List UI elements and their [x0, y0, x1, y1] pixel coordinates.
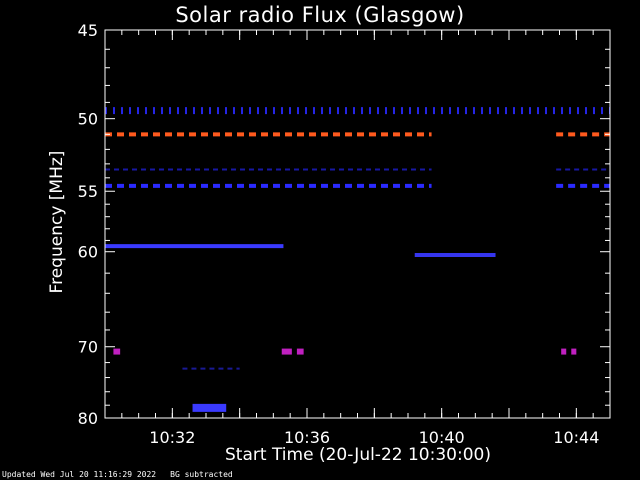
spectrogram-features	[105, 107, 610, 412]
x-tick-label: 10:44	[553, 428, 599, 447]
y-tick-label: 60	[78, 243, 98, 262]
x-tick-label: 10:36	[284, 428, 330, 447]
footer-updated: Updated Wed Jul 20 11:16:29 2022	[2, 470, 157, 479]
chart-title: Solar radio Flux (Glasgow)	[175, 3, 465, 27]
footer: Updated Wed Jul 20 11:16:29 2022 BG subtr…	[2, 470, 247, 479]
y-tick-label: 55	[78, 182, 98, 201]
x-tick-label: 10:32	[149, 428, 195, 447]
x-tick-label: 10:40	[419, 428, 465, 447]
y-tick-label: 80	[78, 409, 98, 428]
plot-area	[105, 30, 610, 418]
y-axis: 45 50 55 60 70 80	[78, 21, 610, 428]
x-axis: 10:32 10:36 10:40 10:44	[104, 30, 611, 447]
y-tick-label: 70	[78, 338, 98, 357]
y-tick-label: 50	[78, 110, 98, 129]
x-axis-label: Start Time (20-Jul-22 10:30:00)	[225, 445, 491, 465]
y-tick-label: 45	[78, 21, 98, 40]
footer-mode: BG subtracted	[170, 470, 233, 479]
